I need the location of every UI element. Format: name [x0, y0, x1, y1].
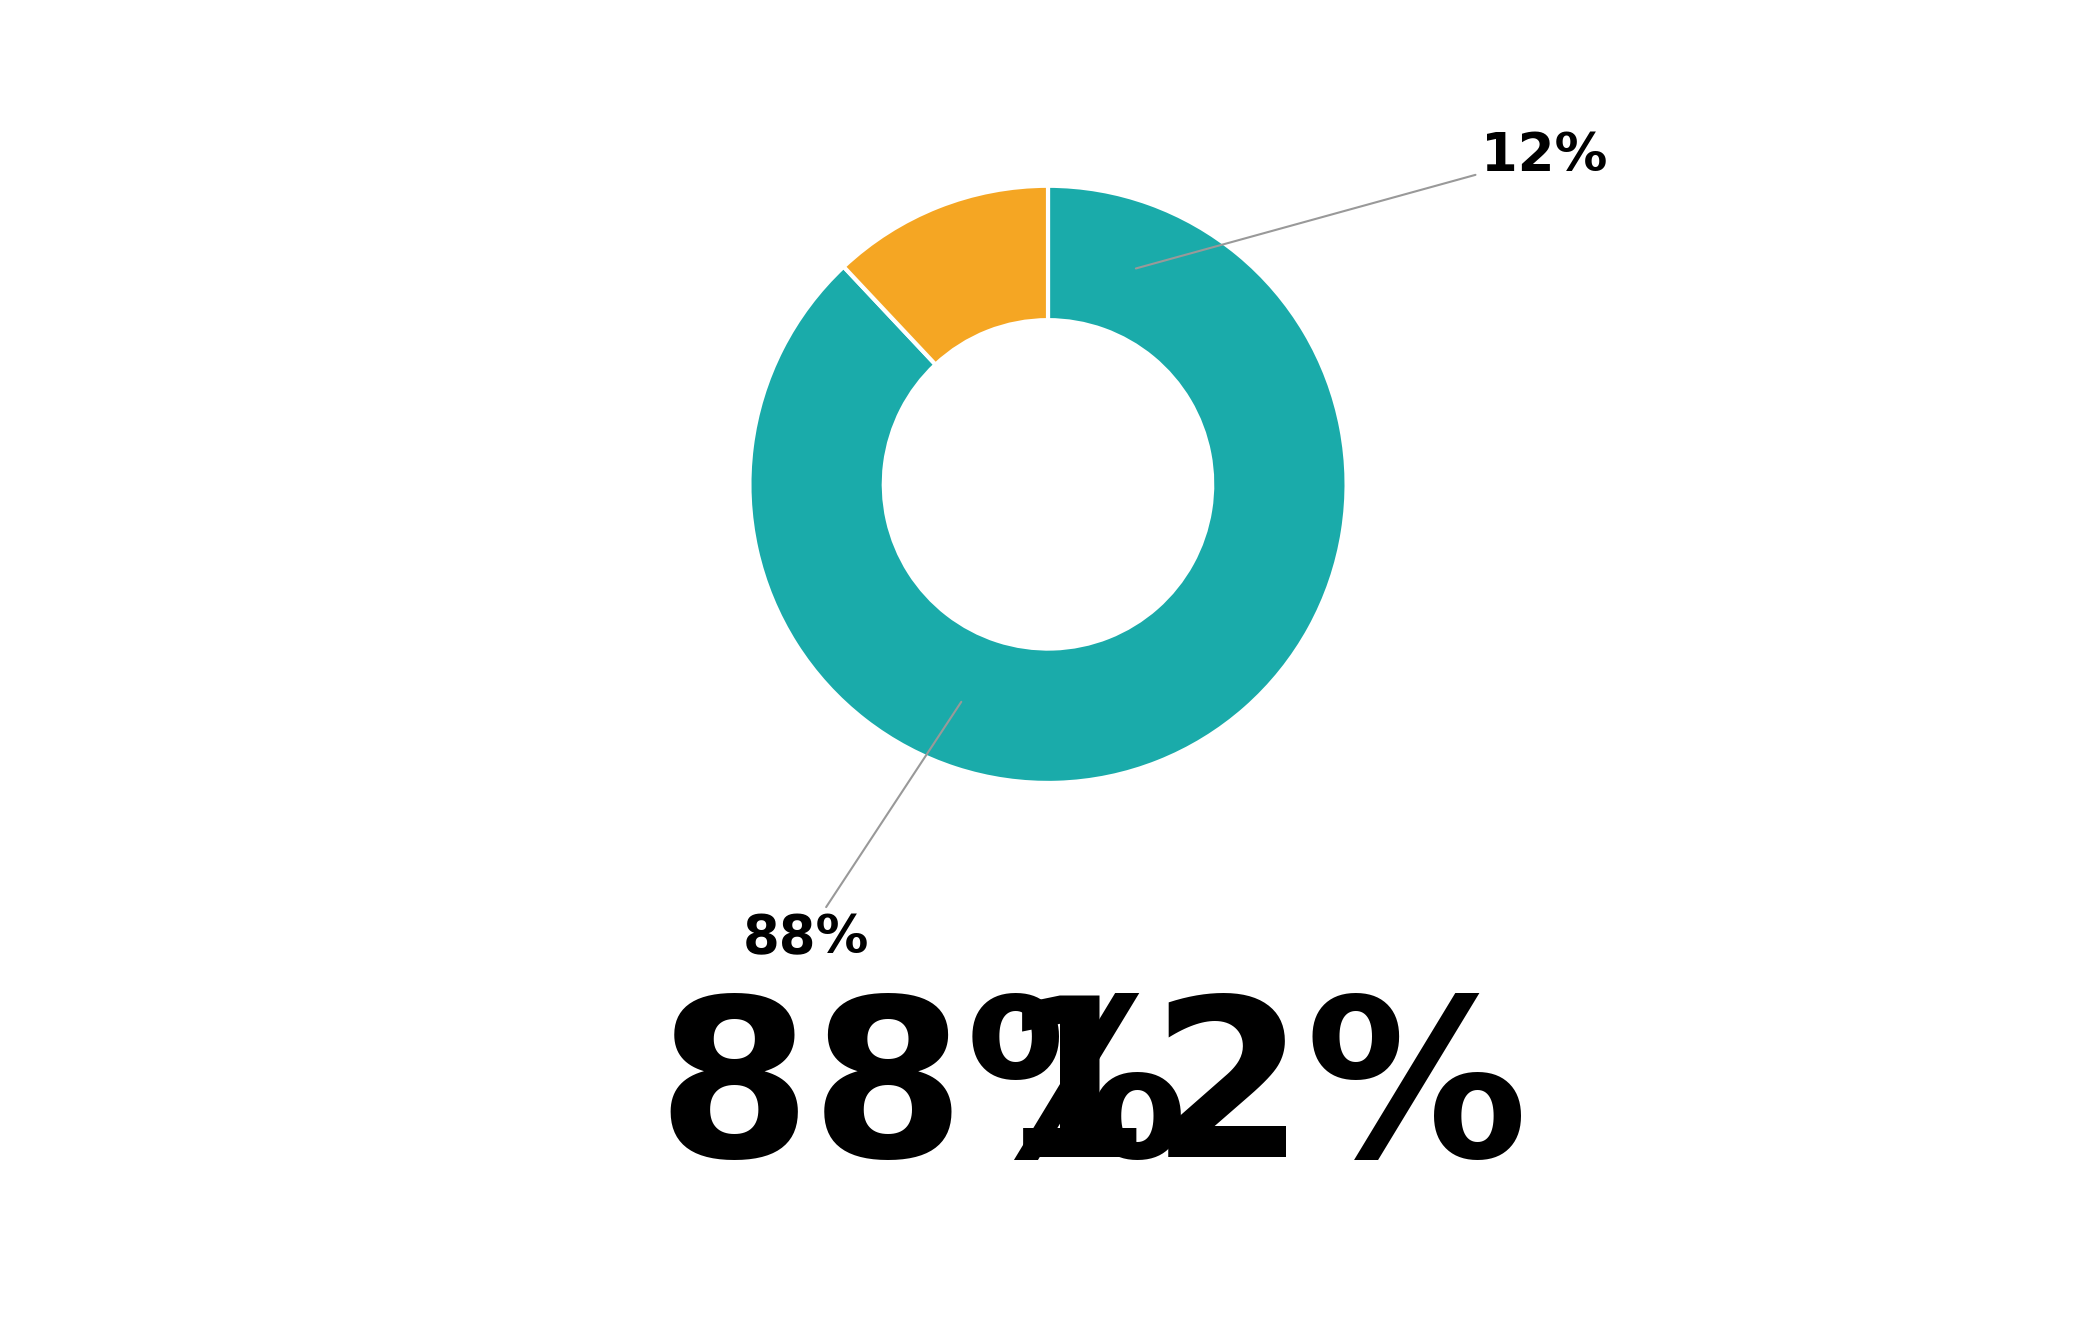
- Wedge shape: [750, 186, 1346, 783]
- Text: 88%: 88%: [742, 702, 962, 965]
- Wedge shape: [843, 186, 1048, 365]
- Text: 12%: 12%: [1136, 130, 1608, 268]
- Text: 12%: 12%: [998, 990, 1528, 1204]
- Text: 88%: 88%: [656, 990, 1188, 1204]
